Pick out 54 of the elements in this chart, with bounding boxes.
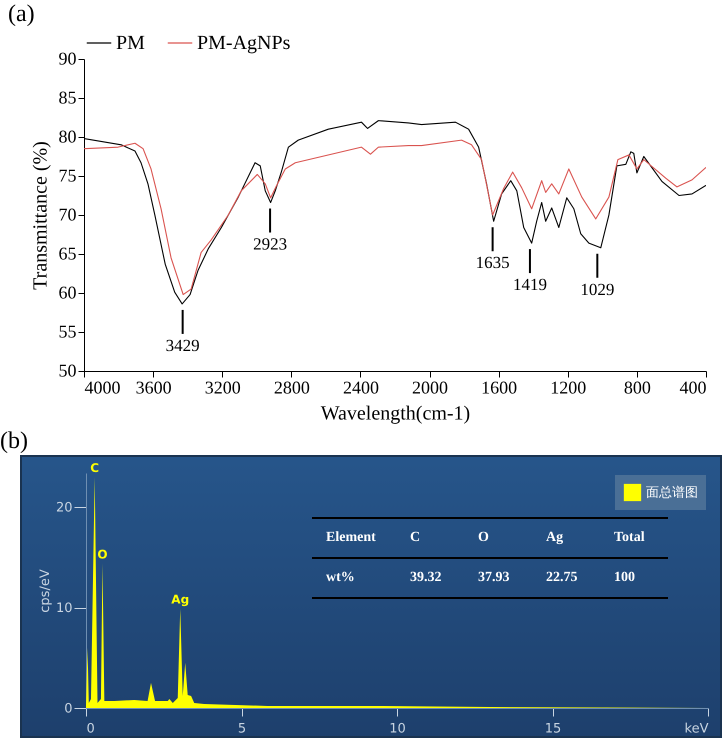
annotation: 37.93 — [464, 558, 532, 598]
y-axis-title: Transmittance (%) — [30, 141, 52, 290]
annotation: C — [396, 518, 464, 558]
annotation: 2923 — [253, 234, 288, 254]
y-axis-title: cps/eV — [38, 569, 53, 613]
y-tick-label: 80 — [58, 126, 76, 146]
legend-label: PM — [116, 32, 146, 54]
annotation: Ag — [532, 518, 600, 558]
y-tick-label: 90 — [58, 48, 76, 68]
annotation: 100 — [600, 558, 668, 598]
x-tick-label: 5 — [238, 722, 246, 736]
annotation: wt% — [312, 558, 396, 598]
y-tick-label: 55 — [58, 322, 76, 342]
x-tick-label: 3600 — [136, 378, 172, 398]
y-tick-label: 65 — [58, 244, 76, 264]
y-tick-label: 75 — [58, 166, 76, 186]
y-tick-label: 60 — [58, 282, 76, 302]
annotation: Ag — [171, 592, 190, 607]
annotation: Element — [312, 518, 396, 558]
annotation: O — [97, 547, 108, 562]
y-tick-label: 50 — [58, 360, 76, 380]
x-tick-label: 2400 — [342, 378, 379, 398]
x-tick-label: 400 — [680, 378, 706, 398]
x-tick-label: 1200 — [550, 378, 586, 398]
annotation: 1635 — [476, 253, 510, 272]
annotation: Total — [600, 518, 668, 558]
annotation: O — [464, 518, 532, 558]
legend-label: 面总谱图 — [646, 486, 698, 500]
x-tick-label: 0 — [86, 722, 95, 736]
annotation: C — [90, 461, 100, 476]
annotation: 1029 — [580, 280, 614, 299]
x-tick-label: 1600 — [481, 378, 518, 398]
x-tick-label: 2800 — [274, 378, 310, 398]
y-tick-label: 20 — [56, 500, 72, 516]
legend-label: PM-AgNPs — [197, 32, 291, 54]
chart-title: (a) — [8, 1, 35, 27]
x-tick-label: 2000 — [412, 378, 448, 398]
line-series — [84, 140, 706, 296]
x-tick-label: 10 — [389, 722, 406, 736]
x-tick-label: 4000 — [84, 378, 120, 398]
y-tick-label: 10 — [56, 601, 72, 616]
annotation: 3429 — [166, 336, 200, 355]
annotation: 1419 — [512, 275, 547, 294]
y-tick-label: 70 — [58, 204, 76, 224]
x-axis-title: Wavelength(cm-1) — [320, 402, 470, 424]
chart-title: (b) — [0, 427, 29, 455]
y-tick-label: 85 — [58, 88, 76, 108]
x-tick-label: 15 — [544, 722, 562, 736]
annotation: 39.32 — [396, 558, 464, 598]
x-tick-label: 800 — [624, 378, 651, 398]
y-tick-label: 0 — [64, 702, 72, 716]
x-tick-label: 3200 — [204, 378, 241, 398]
annotation: 22.75 — [532, 558, 600, 598]
x-tick-label: keV — [684, 722, 709, 736]
